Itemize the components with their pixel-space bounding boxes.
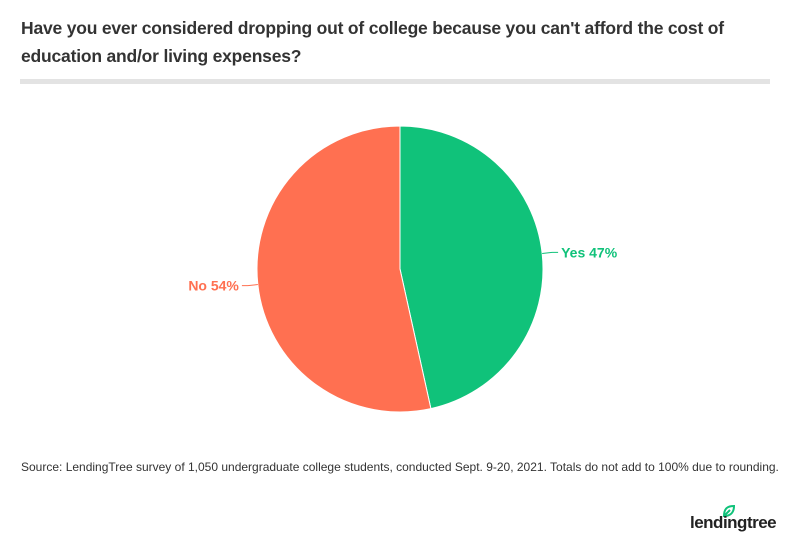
chart-title: Have you ever considered dropping out of… [21, 18, 724, 66]
leader-line-yes [542, 251, 559, 254]
lendingtree-logo: lendingtree [690, 513, 777, 532]
data-label-no: No 54% [188, 278, 239, 294]
pie-slice-no [256, 125, 432, 413]
source-note: Source: LendingTree survey of 1,050 unde… [21, 460, 779, 474]
data-label-yes: Yes 47% [561, 244, 618, 260]
title-divider [20, 79, 770, 84]
leader-line-no [241, 284, 258, 287]
leaf-logo-icon [722, 504, 736, 518]
